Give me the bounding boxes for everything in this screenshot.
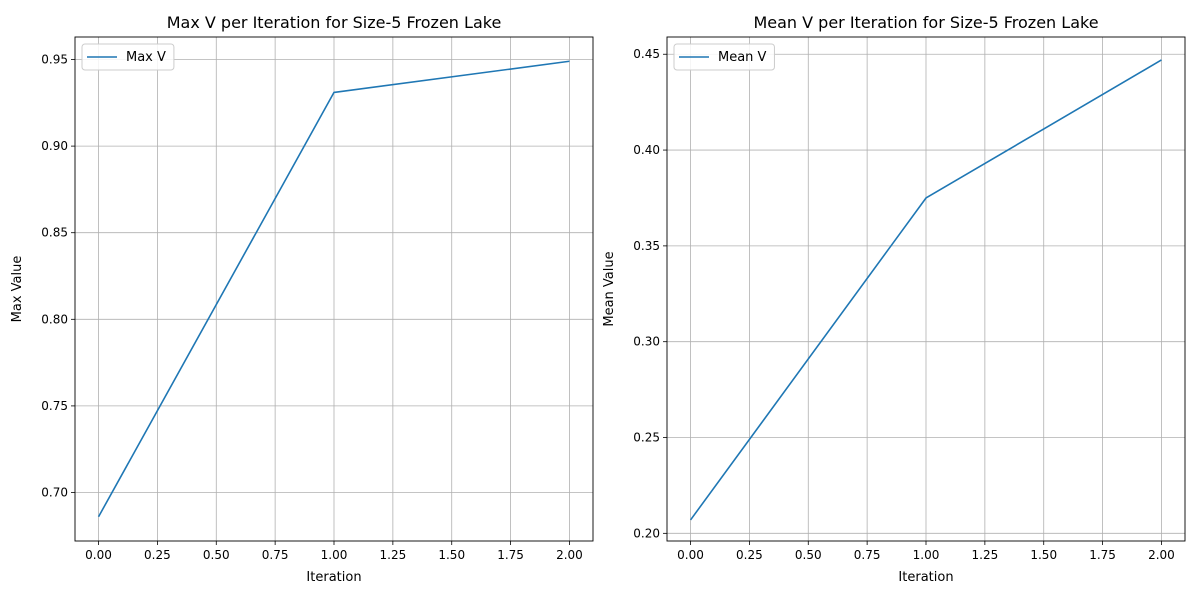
axes-frame	[666, 36, 1186, 542]
x-tick-label: 0.00	[677, 548, 704, 562]
series-line	[97, 60, 570, 518]
y-tick-label: 0.80	[41, 312, 68, 326]
y-tick-label: 0.85	[41, 226, 68, 240]
legend-entry: Max V	[126, 50, 166, 65]
y-axis-label: Mean Value	[602, 251, 617, 326]
axes-frame	[74, 36, 594, 542]
x-tick-label: 1.00	[321, 548, 348, 562]
x-tick-label: 0.75	[854, 548, 881, 562]
y-tick-label: 0.40	[633, 143, 660, 157]
y-tick-label: 0.30	[633, 335, 660, 349]
x-tick-label: 2.00	[556, 548, 583, 562]
x-tick-label: 1.75	[497, 548, 524, 562]
x-tick-label: 1.75	[1089, 548, 1116, 562]
chart-mean-v: 0.00 0.25 0.50 0.75 1.00 1.25 1.50 1.75 2.00 0.20…	[602, 13, 1186, 585]
legend-entry: Mean V	[718, 50, 767, 65]
legend-box	[81, 43, 175, 71]
legend-box	[673, 43, 775, 71]
x-tick-label: 0.50	[795, 548, 822, 562]
ticks: 0.00 0.25 0.50 0.75 1.00 1.25 1.50 1.75 2.00 0.20…	[633, 47, 1175, 562]
x-tick-label: 1.50	[438, 548, 465, 562]
x-axis-label: Iteration	[898, 570, 953, 585]
y-tick-label: 0.70	[41, 486, 68, 500]
series-line	[689, 59, 1162, 521]
y-tick-label: 0.75	[41, 399, 68, 413]
x-tick-label: 0.25	[144, 548, 171, 562]
chart-title: Max V per Iteration for Size-5 Frozen La…	[167, 13, 502, 32]
y-tick-label: 0.45	[633, 47, 660, 61]
x-axis-label: Iteration	[306, 570, 361, 585]
legend: Mean V	[673, 43, 775, 71]
y-tick-label: 0.35	[633, 239, 660, 253]
y-tick-label: 0.25	[633, 431, 660, 445]
x-tick-label: 0.75	[262, 548, 289, 562]
x-tick-label: 1.25	[380, 548, 407, 562]
grid	[75, 37, 593, 541]
y-axis-label: Max Value	[10, 256, 25, 323]
grid	[667, 37, 1185, 541]
y-tick-label: 0.95	[41, 53, 68, 67]
ticks: 0.00 0.25 0.50 0.75 1.00 1.25 1.50 1.75 2.00 0.70…	[41, 53, 583, 562]
x-tick-label: 0.00	[85, 548, 112, 562]
x-tick-label: 1.50	[1030, 548, 1057, 562]
x-tick-label: 0.25	[736, 548, 763, 562]
x-tick-label: 0.50	[203, 548, 230, 562]
legend: Max V	[81, 43, 175, 71]
x-tick-label: 1.25	[972, 548, 999, 562]
x-tick-label: 2.00	[1148, 548, 1175, 562]
chart-title: Mean V per Iteration for Size-5 Frozen L…	[753, 13, 1098, 32]
chart-max-v: 0.00 0.25 0.50 0.75 1.00 1.25 1.50 1.75 2.00 0.70…	[10, 13, 594, 585]
y-tick-label: 0.20	[633, 526, 660, 540]
x-tick-label: 1.00	[913, 548, 940, 562]
y-tick-label: 0.90	[41, 139, 68, 153]
